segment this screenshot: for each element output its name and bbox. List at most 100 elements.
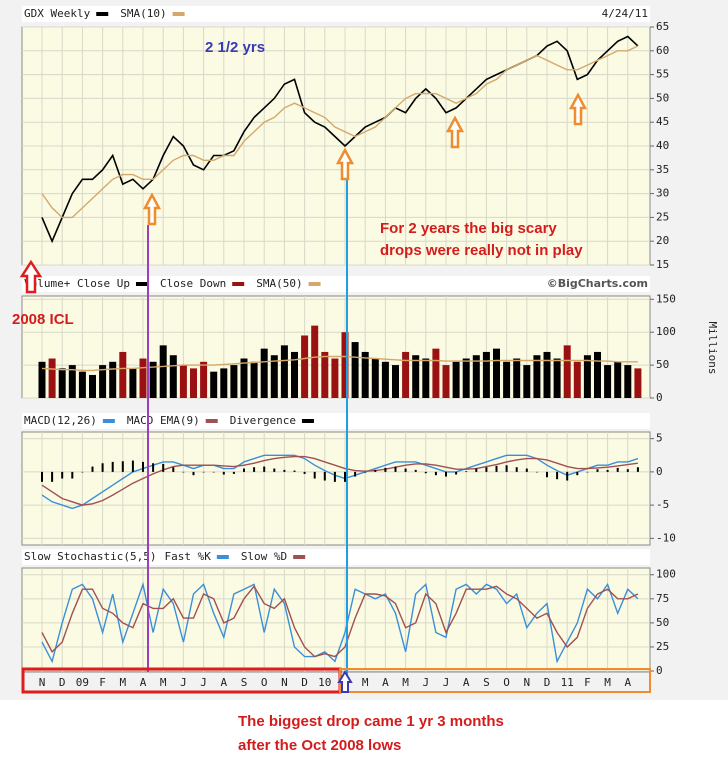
arrow bbox=[19, 259, 43, 294]
divergence-bar bbox=[91, 466, 94, 472]
x-tick-label: F bbox=[584, 676, 591, 689]
bar bbox=[68, 365, 76, 398]
divergence-bar bbox=[243, 468, 245, 472]
bar bbox=[200, 361, 208, 398]
bar bbox=[240, 358, 248, 398]
legend-label: SMA(10) bbox=[120, 7, 166, 20]
bar bbox=[129, 368, 137, 398]
bar bbox=[179, 365, 187, 398]
x-tick-label: 09 bbox=[76, 676, 89, 689]
bar bbox=[301, 335, 309, 398]
legend-swatch bbox=[293, 555, 306, 559]
bar bbox=[321, 351, 329, 398]
divergence-bar bbox=[374, 469, 377, 472]
divergence-bar bbox=[41, 471, 43, 482]
y-tick-label: 50 bbox=[656, 616, 669, 629]
legend-swatch bbox=[172, 12, 185, 16]
bar bbox=[139, 358, 147, 398]
bar bbox=[159, 345, 167, 398]
divergence-bar bbox=[404, 468, 407, 472]
x-tick-label: J bbox=[422, 676, 429, 689]
series-line bbox=[41, 355, 638, 372]
bar bbox=[392, 365, 399, 398]
x-tick-label: J bbox=[443, 676, 450, 689]
legend-label: Fast %K bbox=[164, 550, 211, 563]
divergence-bar bbox=[434, 471, 437, 476]
divergence-bar bbox=[576, 471, 579, 476]
bar bbox=[543, 351, 551, 398]
divergence-bar bbox=[465, 471, 468, 472]
x-tick-label: N bbox=[281, 676, 288, 689]
divergence-bar bbox=[101, 463, 104, 472]
y-tick-label: 25 bbox=[656, 210, 669, 223]
bar bbox=[280, 345, 288, 398]
x-tick-label: D bbox=[301, 676, 308, 689]
divergence-bar bbox=[445, 471, 447, 477]
x-tick-label: M bbox=[402, 676, 409, 689]
arrow bbox=[337, 670, 353, 693]
bar bbox=[119, 351, 127, 398]
panel-header bbox=[22, 549, 650, 565]
bar bbox=[493, 348, 500, 398]
bar bbox=[48, 358, 56, 398]
divergence-bar bbox=[273, 468, 276, 472]
legend-label: Volume+ Close Up bbox=[24, 277, 130, 290]
series-line bbox=[41, 581, 639, 664]
divergence-bar bbox=[344, 471, 346, 482]
y-tick-label: 55 bbox=[656, 68, 669, 81]
divergence-bar bbox=[222, 471, 225, 475]
bar bbox=[291, 351, 298, 398]
y-tick-label: 45 bbox=[656, 115, 669, 128]
bar bbox=[563, 345, 571, 398]
legend-label: GDX Weekly bbox=[24, 7, 91, 20]
bar bbox=[624, 365, 632, 398]
overlays bbox=[19, 92, 651, 694]
x-tick-label: A bbox=[140, 676, 147, 689]
bar bbox=[260, 348, 268, 398]
series-line bbox=[41, 35, 639, 244]
x-tick-label: J bbox=[180, 676, 187, 689]
legend-swatch bbox=[216, 555, 229, 559]
divergence-bar bbox=[172, 467, 175, 472]
legend-label: Divergence bbox=[230, 414, 296, 427]
annotation: after the Oct 2008 lows bbox=[238, 737, 401, 754]
panel-header bbox=[22, 413, 650, 429]
legend-swatch bbox=[308, 282, 321, 286]
divergence-bar bbox=[293, 470, 296, 472]
divergence-bar bbox=[51, 471, 54, 482]
y-tick-label: 5 bbox=[656, 432, 663, 445]
legend-swatch bbox=[301, 419, 314, 423]
x-tick-label: A bbox=[463, 676, 470, 689]
x-tick-label: O bbox=[503, 676, 510, 689]
bar bbox=[169, 355, 177, 398]
bar bbox=[371, 358, 379, 398]
divergence-bar bbox=[71, 471, 74, 479]
bar bbox=[190, 368, 197, 398]
y-tick-label: -5 bbox=[656, 498, 669, 511]
bar bbox=[533, 355, 541, 398]
divergence-bar bbox=[616, 467, 619, 472]
x-tick-label: O bbox=[261, 676, 268, 689]
x-tick-label: J bbox=[200, 676, 207, 689]
bar bbox=[250, 361, 258, 398]
plot-area bbox=[21, 431, 651, 546]
divergence-bar bbox=[546, 471, 548, 478]
bar bbox=[99, 365, 107, 398]
y-tick-label: 150 bbox=[656, 292, 676, 305]
divergence-bar bbox=[626, 469, 629, 472]
y-tick-label: 60 bbox=[656, 44, 669, 57]
bar bbox=[58, 368, 66, 398]
bar bbox=[442, 365, 450, 398]
y-tick-label: 40 bbox=[656, 139, 669, 152]
x-tick-label: N bbox=[523, 676, 530, 689]
bar bbox=[594, 351, 601, 398]
divergence-bar bbox=[263, 466, 266, 472]
bar bbox=[402, 351, 410, 398]
date-label: 4/24/11 bbox=[602, 7, 648, 20]
y-tick-label: 15 bbox=[656, 258, 669, 271]
divergence-bar bbox=[152, 463, 155, 472]
y-tick-label: 50 bbox=[656, 358, 669, 371]
divergence-bar bbox=[162, 463, 165, 472]
divergence-bar bbox=[61, 471, 64, 479]
